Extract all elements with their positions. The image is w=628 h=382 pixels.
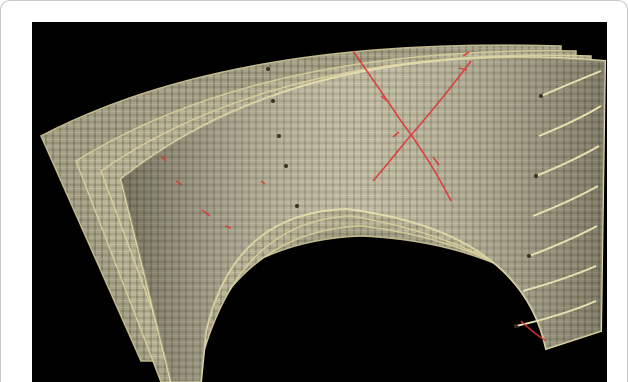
red-fibres bbox=[160, 50, 547, 342]
holes bbox=[266, 67, 543, 328]
front-sheet bbox=[119, 56, 607, 382]
